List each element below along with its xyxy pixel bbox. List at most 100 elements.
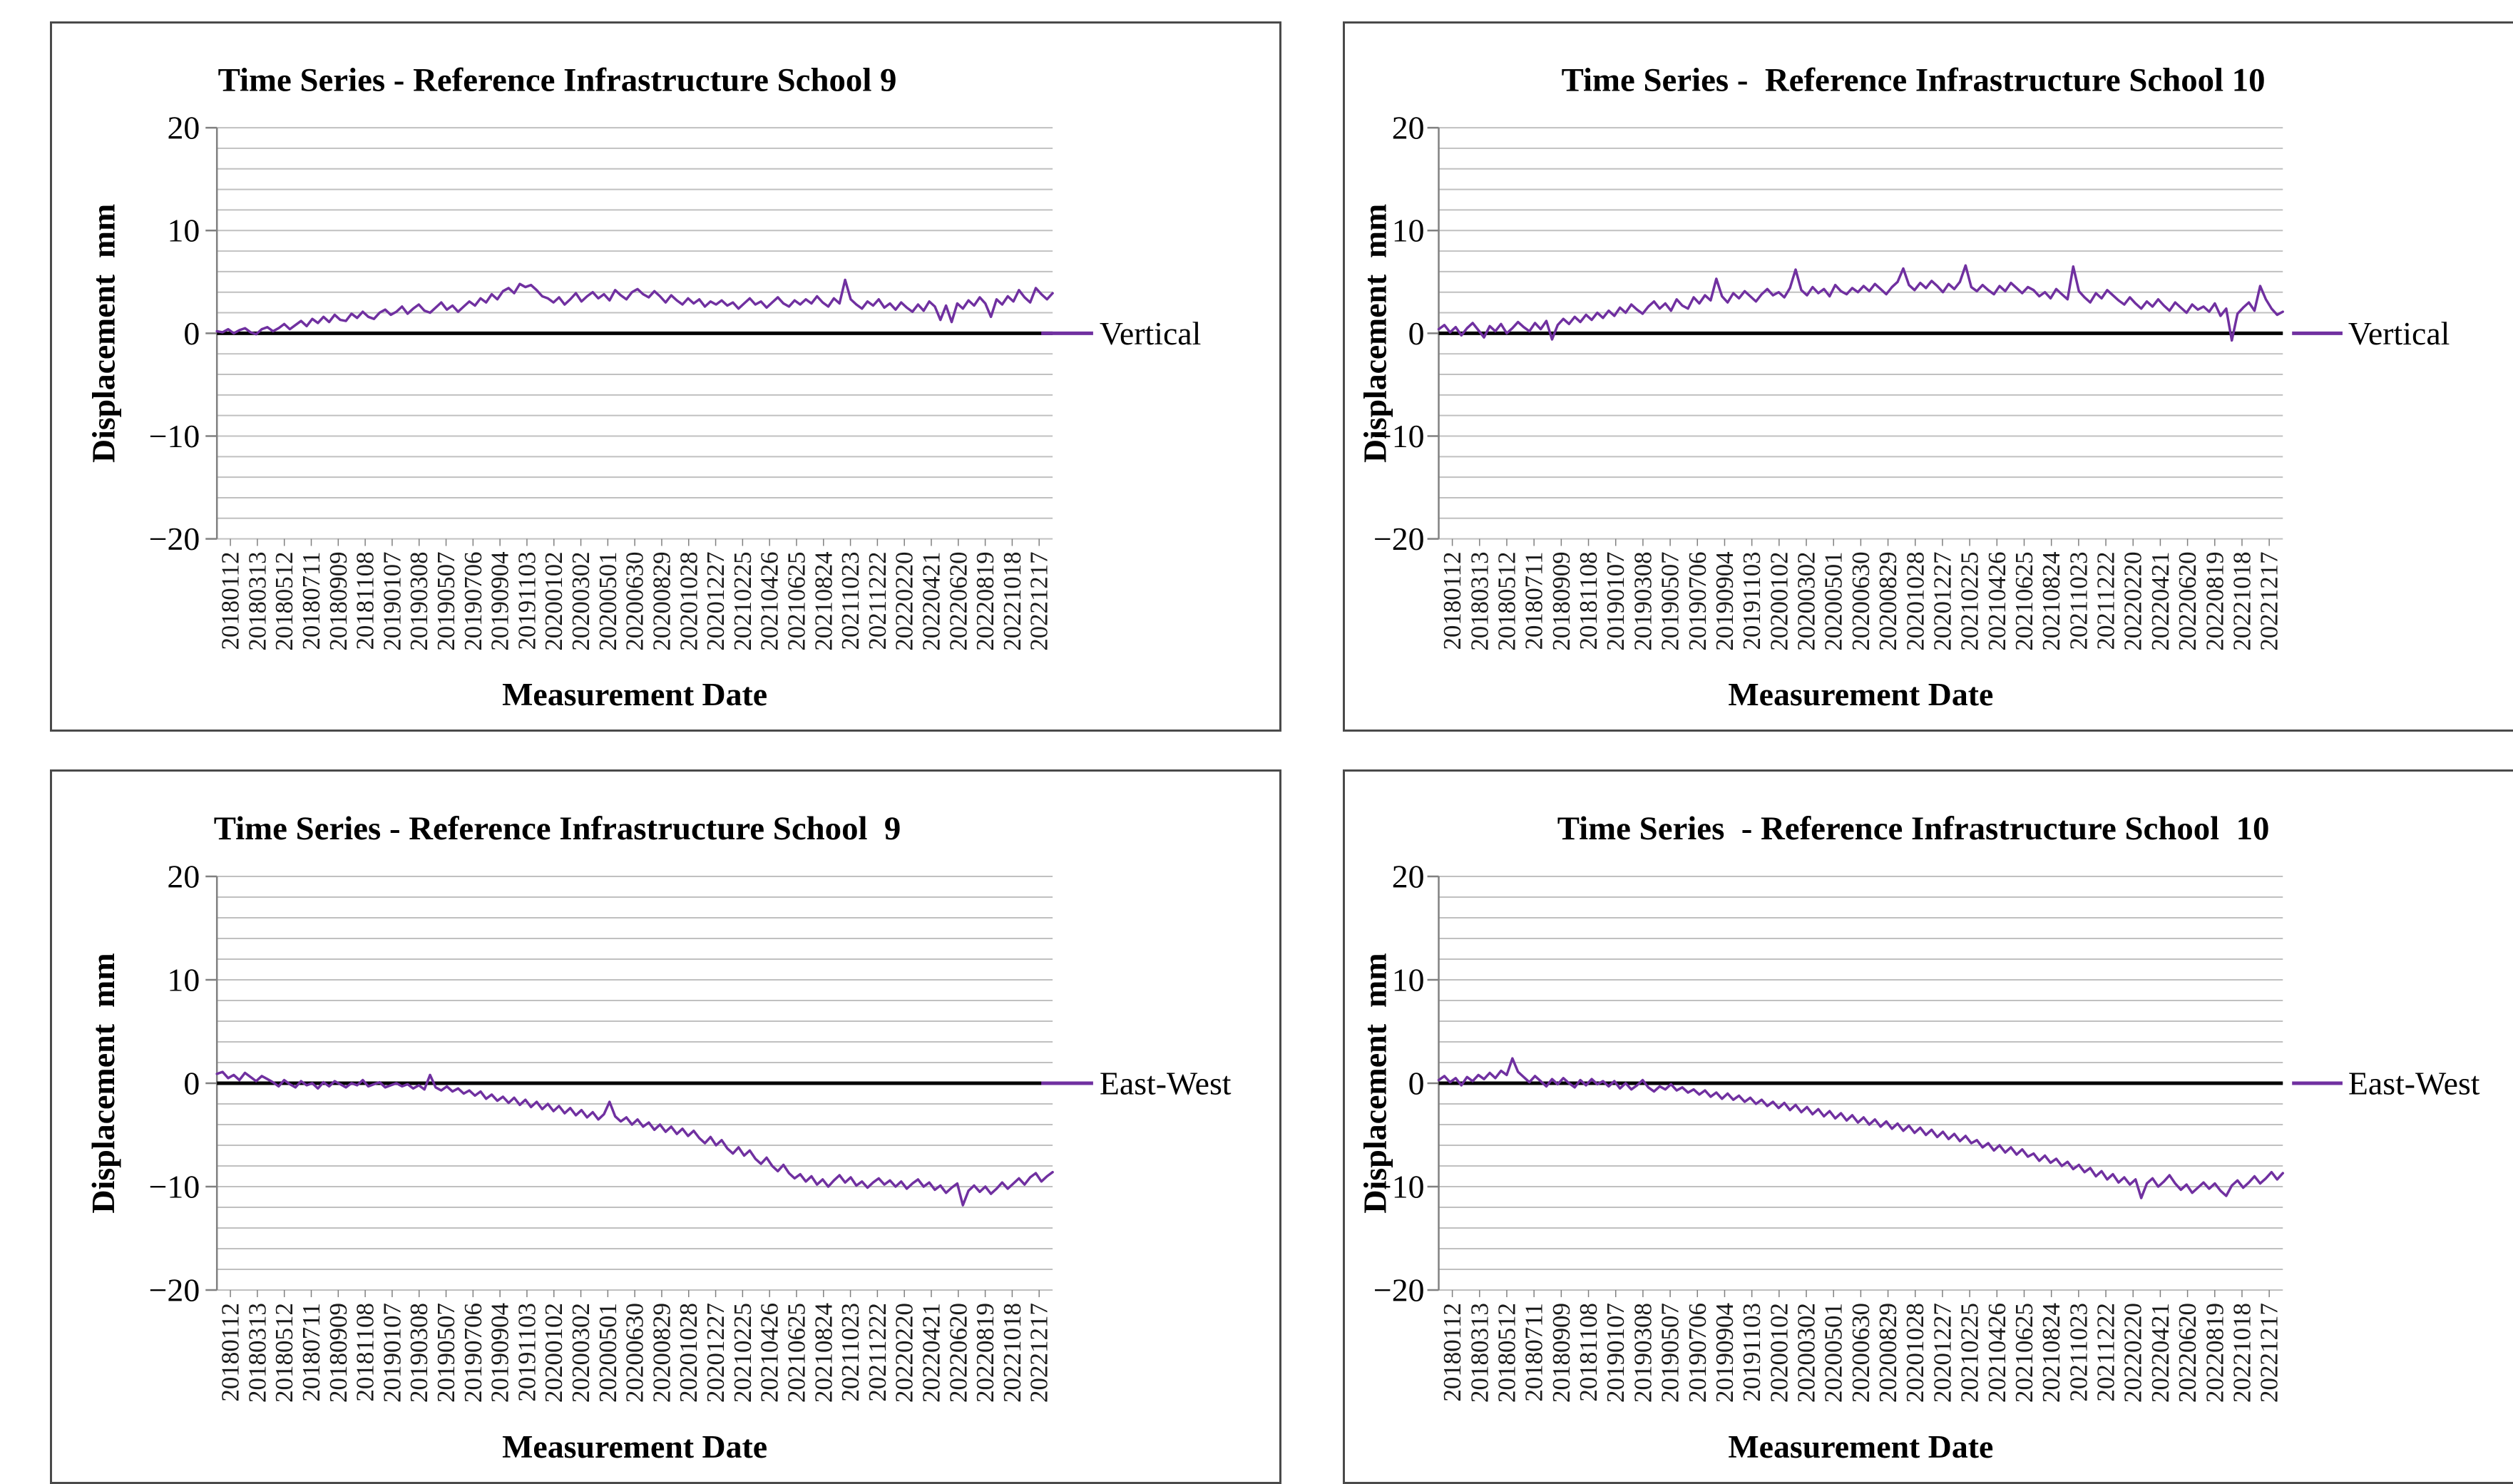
x-tick-label: 20180512 xyxy=(1493,1303,1521,1403)
x-tick-label: 20190308 xyxy=(1629,1303,1657,1403)
x-tick-label: 20210225 xyxy=(1956,1303,1984,1403)
x-tick-label: 20200302 xyxy=(1792,552,1820,651)
series-line xyxy=(1437,264,2284,342)
x-tick-label: 20211023 xyxy=(2064,1303,2092,1402)
x-tick-label: 20181108 xyxy=(1575,1303,1602,1402)
x-tick-label: 20211023 xyxy=(836,1303,864,1402)
x-tick-label: 20200501 xyxy=(594,1303,622,1403)
y-tick-label: 0 xyxy=(183,1065,200,1101)
x-tick-label: 20180112 xyxy=(217,552,245,650)
chart-svg-school9-vertical: 20100−10−2020180112201803132018051220180… xyxy=(85,61,1201,712)
legend-label: Vertical xyxy=(1100,315,1201,352)
y-tick-label: 0 xyxy=(183,315,200,352)
x-tick-label: 20190904 xyxy=(1711,1303,1739,1403)
x-tick-label: 20220421 xyxy=(2146,1303,2174,1403)
x-tick-label: 20221217 xyxy=(1025,1303,1053,1403)
x-tick-label: 20191103 xyxy=(1738,552,1766,650)
x-tick-label: 20190706 xyxy=(1684,1303,1711,1403)
x-tick-label: 20200630 xyxy=(621,1303,649,1403)
x-tick-label: 20190706 xyxy=(459,552,487,651)
chart-panel-school10-vertical: 20 10 0 −10 −20 20180112 20180313 20180512 20180… xyxy=(1343,21,2513,732)
y-tick-label: 20 xyxy=(167,858,200,894)
y-tick-label: 0 xyxy=(1408,1065,1425,1101)
x-tick-label: 20221217 xyxy=(2256,552,2283,651)
x-tick-label: 20180512 xyxy=(270,1303,298,1403)
x-tick-label: 20210824 xyxy=(2037,552,2065,651)
x-tick-label: 20191103 xyxy=(513,1303,541,1402)
y-axis-title: Displacement mm xyxy=(85,953,121,1213)
x-tick-label: 20201028 xyxy=(1901,552,1929,651)
series-line xyxy=(1437,1057,2284,1199)
x-tick-label: 20220819 xyxy=(2201,552,2228,651)
x-axis-title: Measurement Date xyxy=(502,1428,767,1465)
x-tick-label: 20201028 xyxy=(1901,1303,1929,1403)
x-tick-label: 20220819 xyxy=(2201,1303,2228,1403)
x-tick-label: 20200302 xyxy=(1793,1303,1821,1403)
x-tick-label: 20210225 xyxy=(1956,552,1984,651)
y-tick-label: 10 xyxy=(1392,961,1425,998)
x-tick-label: 20201028 xyxy=(675,1303,702,1403)
x-tick-label: 20200501 xyxy=(594,552,622,651)
y-tick-label: −20 xyxy=(1373,521,1425,557)
chart-panel-school9-east-west: 20 10 0 −10 −20 20180112 20180313 20180512 20180… xyxy=(50,769,1281,1484)
x-tick-label: 20221018 xyxy=(2228,1303,2256,1403)
x-tick-label: 20201028 xyxy=(675,552,702,651)
x-tick-label: 20200630 xyxy=(1847,552,1875,651)
x-tick-label: 20211222 xyxy=(864,1303,891,1402)
x-tick-label: 20201227 xyxy=(702,1303,730,1403)
x-tick-label: 20181108 xyxy=(352,1303,379,1402)
x-tick-label: 20221018 xyxy=(2228,552,2256,651)
chart-panel-school10-east-west: 20 10 0 −10 −20 20180112 20180313 20180512 20180… xyxy=(1343,769,2513,1484)
y-tick-label: −10 xyxy=(149,418,200,454)
x-tick-label: 20220421 xyxy=(917,552,945,651)
x-tick-label: 20201227 xyxy=(1928,552,1956,651)
x-tick-label: 20210225 xyxy=(729,552,757,651)
x-tick-label: 20220620 xyxy=(2174,552,2201,651)
x-tick-label: 20201227 xyxy=(1928,1303,1956,1403)
y-axis-title: Displacement mm xyxy=(1356,204,1393,463)
x-tick-label: 20210426 xyxy=(756,552,784,651)
x-tick-label: 20220620 xyxy=(944,552,972,651)
x-axis-title: Measurement Date xyxy=(1728,1428,1993,1465)
x-tick-label: 20211222 xyxy=(2092,552,2120,650)
y-axis-title: Displacement mm xyxy=(1356,953,1393,1213)
y-tick-label: −10 xyxy=(149,1168,200,1204)
x-tick-label: 20180711 xyxy=(297,552,325,650)
series-line xyxy=(215,278,1054,336)
y-tick-label: 20 xyxy=(1392,858,1425,894)
x-tick-label: 20190107 xyxy=(1602,1303,1629,1403)
x-tick-label: 20190107 xyxy=(378,552,406,651)
x-tick-label: 20201227 xyxy=(702,552,730,651)
x-tick-label: 20220620 xyxy=(944,1303,972,1403)
x-tick-label: 20210625 xyxy=(2010,552,2038,651)
x-tick-label: 20221217 xyxy=(1025,552,1053,651)
chart-title: Time Series - Reference Infrastructure S… xyxy=(1562,61,2266,98)
x-tick-label: 20200501 xyxy=(1820,552,1848,651)
x-tick-label: 20180909 xyxy=(1547,552,1575,651)
x-tick-label: 20180711 xyxy=(1520,1303,1548,1402)
y-tick-label: −10 xyxy=(1373,1168,1425,1204)
x-tick-label: 20210426 xyxy=(1983,1303,2011,1403)
x-tick-label: 20180313 xyxy=(243,552,271,651)
legend-label: East-West xyxy=(1100,1065,1232,1101)
x-tick-label: 20200630 xyxy=(621,552,649,651)
x-tick-label: 20200102 xyxy=(540,552,568,651)
legend-label: East-West xyxy=(2348,1065,2480,1101)
x-tick-label: 20190904 xyxy=(486,1303,514,1403)
x-tick-label: 20181108 xyxy=(1575,552,1602,650)
x-tick-label: 20180711 xyxy=(1520,552,1548,650)
x-tick-label: 20180112 xyxy=(1438,1303,1466,1402)
series-line xyxy=(215,1070,1054,1207)
x-tick-label: 20200501 xyxy=(1820,1303,1848,1403)
x-tick-label: 20200829 xyxy=(648,552,675,651)
x-tick-label: 20220220 xyxy=(2119,1303,2147,1403)
x-tick-label: 20200829 xyxy=(1874,552,1902,651)
x-tick-label: 20220220 xyxy=(891,1303,918,1403)
x-tick-label: 20210625 xyxy=(2010,1303,2038,1403)
x-tick-label: 20210625 xyxy=(783,1303,811,1403)
x-tick-label: 20200102 xyxy=(1765,1303,1793,1403)
x-tick-label: 20180313 xyxy=(1465,1303,1493,1403)
y-tick-label: 20 xyxy=(167,110,200,146)
